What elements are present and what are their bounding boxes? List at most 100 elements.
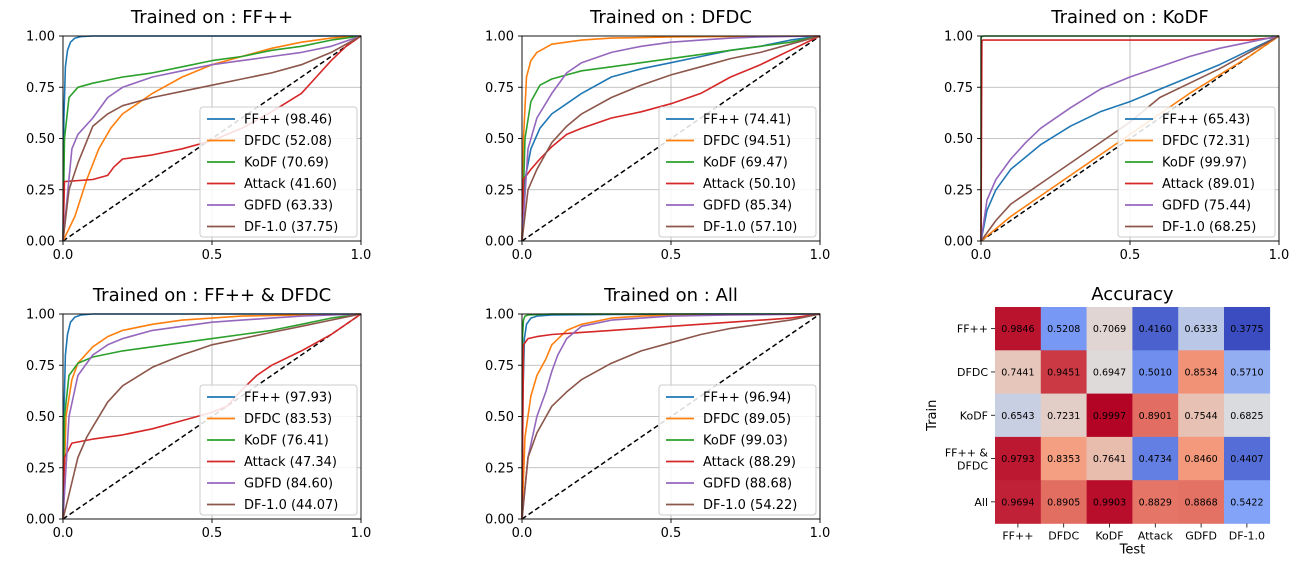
y-tick-label: 0.75 bbox=[485, 81, 514, 96]
heatmap-cell-value: 0.8353 bbox=[1047, 454, 1080, 465]
y-tick-label: 0.50 bbox=[26, 132, 55, 147]
legend-label: FF++ (74.41) bbox=[703, 113, 791, 128]
legend-label: DFDC (52.08) bbox=[244, 134, 332, 149]
y-tick-label: 0.50 bbox=[485, 132, 514, 147]
heatmap-cell-value: 0.4407 bbox=[1230, 454, 1263, 465]
legend-label: Attack (89.01) bbox=[1162, 177, 1255, 192]
heatmap-cell-value: 0.6333 bbox=[1184, 324, 1217, 335]
y-tick-label: 0.50 bbox=[26, 410, 55, 425]
legend-label: Attack (47.34) bbox=[244, 455, 337, 470]
y-tick-label: 0.75 bbox=[944, 81, 973, 96]
legend-label: GDFD (85.34) bbox=[703, 199, 792, 214]
x-tick-label: 1.0 bbox=[351, 526, 372, 541]
heatmap-cell bbox=[1224, 307, 1271, 351]
heatmap-y-label: FF++ & DFDC bbox=[945, 447, 989, 473]
heatmap-cell bbox=[1224, 393, 1271, 438]
y-tick-label: 0.75 bbox=[26, 81, 55, 96]
heatmap-x-label: KoDF bbox=[1095, 530, 1123, 543]
heatmap-y-label-line: DFDC bbox=[957, 460, 988, 473]
panel-title: Trained on : DFDC bbox=[589, 7, 752, 28]
roc-curve-2 bbox=[62, 35, 362, 242]
x-tick-label: 0.5 bbox=[202, 526, 223, 541]
y-tick-label: 0.50 bbox=[944, 132, 973, 147]
heatmap-cell bbox=[1224, 480, 1271, 524]
heatmap-cell-value: 0.7544 bbox=[1184, 411, 1217, 422]
roc-panel-1: Trained on : FF++ 0.0 0.5 1.0 0.00 0.25 0.50 0.… bbox=[26, 7, 371, 263]
heatmap-y-axis-title: Train bbox=[925, 400, 940, 432]
legend-label: DFDC (72.31) bbox=[1162, 134, 1250, 149]
roc-panel-4: Trained on : FF++ & DFDC 0.0 0.5 1.0 0.00 0.2… bbox=[26, 285, 371, 541]
legend-label: GDFD (88.68) bbox=[703, 477, 792, 492]
roc-curve-3 bbox=[62, 35, 362, 242]
heatmap-cell bbox=[1178, 350, 1225, 394]
heatmap-cell bbox=[1132, 436, 1179, 481]
heatmap-x-label: Attack bbox=[1138, 530, 1174, 543]
legend-label: FF++ (97.93) bbox=[244, 391, 332, 406]
x-tick-label: 0.0 bbox=[971, 248, 992, 263]
heatmap-x-axis-title: Test bbox=[1119, 543, 1146, 558]
roc-curve-1 bbox=[980, 35, 1280, 242]
y-tick-label: 1.00 bbox=[26, 30, 55, 45]
roc-curve-2 bbox=[980, 35, 1280, 242]
heatmap-y-label-line: FF++ & bbox=[945, 447, 989, 460]
heatmap-cell-value: 0.5208 bbox=[1047, 324, 1080, 335]
roc-curve-5 bbox=[62, 35, 362, 242]
heatmap-cell bbox=[1224, 350, 1271, 394]
roc-curve-4 bbox=[62, 35, 362, 242]
legend-box bbox=[199, 384, 358, 516]
heatmap-y-label: KoDF bbox=[960, 409, 988, 422]
heatmap-cell bbox=[1086, 307, 1133, 351]
legend-label: DF-1.0 (44.07) bbox=[244, 498, 338, 513]
heatmap-cell bbox=[995, 480, 1042, 524]
roc-curve-3 bbox=[521, 35, 821, 242]
x-tick-label: 1.0 bbox=[351, 248, 372, 263]
heatmap-cell-value: 0.9903 bbox=[1093, 497, 1126, 508]
legend-box bbox=[1117, 106, 1276, 238]
heatmap-cell bbox=[1040, 436, 1087, 481]
heatmap-cell bbox=[1178, 393, 1225, 438]
y-tick-label: 1.00 bbox=[485, 30, 514, 45]
heatmap-cell-value: 0.4160 bbox=[1139, 324, 1172, 335]
roc-panel-2: Trained on : DFDC 0.0 0.5 1.0 0.00 0.25 0.50 0.… bbox=[485, 7, 830, 263]
x-tick-label: 0.0 bbox=[53, 526, 74, 541]
heatmap-cell bbox=[1086, 393, 1133, 438]
roc-curve-5 bbox=[521, 313, 821, 520]
heatmap-cell-value: 0.8868 bbox=[1184, 497, 1217, 508]
heatmap-cell bbox=[1086, 436, 1133, 481]
heatmap-cell bbox=[1086, 350, 1133, 394]
roc-curve-4 bbox=[521, 313, 821, 520]
heatmap-cell bbox=[1178, 480, 1225, 524]
heatmap-y-label: FF++ bbox=[957, 323, 988, 336]
x-tick-label: 0.5 bbox=[661, 526, 682, 541]
y-tick-label: 0.25 bbox=[26, 183, 55, 198]
legend-label: KoDF (76.41) bbox=[244, 434, 329, 449]
legend: FF++ (97.93) DFDC (83.53) KoDF (76.41) Atta… bbox=[199, 384, 358, 516]
heatmap-cell bbox=[995, 307, 1042, 351]
heatmap-cell bbox=[1132, 393, 1179, 438]
x-tick-label: 1.0 bbox=[810, 248, 831, 263]
heatmap-cell bbox=[1040, 393, 1087, 438]
heatmap-cell-value: 0.4734 bbox=[1139, 454, 1172, 465]
heatmap-cell bbox=[1040, 350, 1087, 394]
legend-box bbox=[658, 384, 817, 516]
heatmap-cell-value: 0.9846 bbox=[1001, 324, 1034, 335]
heatmap-cell-value: 0.7641 bbox=[1093, 454, 1126, 465]
legend-label: FF++ (96.94) bbox=[703, 391, 791, 406]
roc-curve-5 bbox=[980, 35, 1280, 242]
panel-title: Trained on : FF++ bbox=[130, 7, 293, 28]
legend-box bbox=[658, 106, 817, 238]
legend: FF++ (96.94) DFDC (89.05) KoDF (99.03) Atta… bbox=[658, 384, 817, 516]
heatmap-cell-value: 0.9793 bbox=[1001, 454, 1034, 465]
roc-curve-6 bbox=[521, 35, 821, 242]
legend-label: KoDF (99.03) bbox=[703, 434, 788, 449]
panel-title: Trained on : FF++ & DFDC bbox=[92, 285, 331, 306]
heatmap-cell-value: 0.7231 bbox=[1047, 411, 1080, 422]
heatmap-cell-value: 0.3775 bbox=[1230, 324, 1263, 335]
legend-label: DF-1.0 (54.22) bbox=[703, 498, 797, 513]
roc-curve-2 bbox=[521, 35, 821, 242]
legend-box bbox=[199, 106, 358, 238]
y-tick-label: 0.00 bbox=[485, 235, 514, 250]
x-tick-label: 0.5 bbox=[1120, 248, 1141, 263]
accuracy-heatmap: Accuracy 0.9846 0.5208 0.7069 0.4160 0.6333 0.… bbox=[925, 284, 1271, 558]
